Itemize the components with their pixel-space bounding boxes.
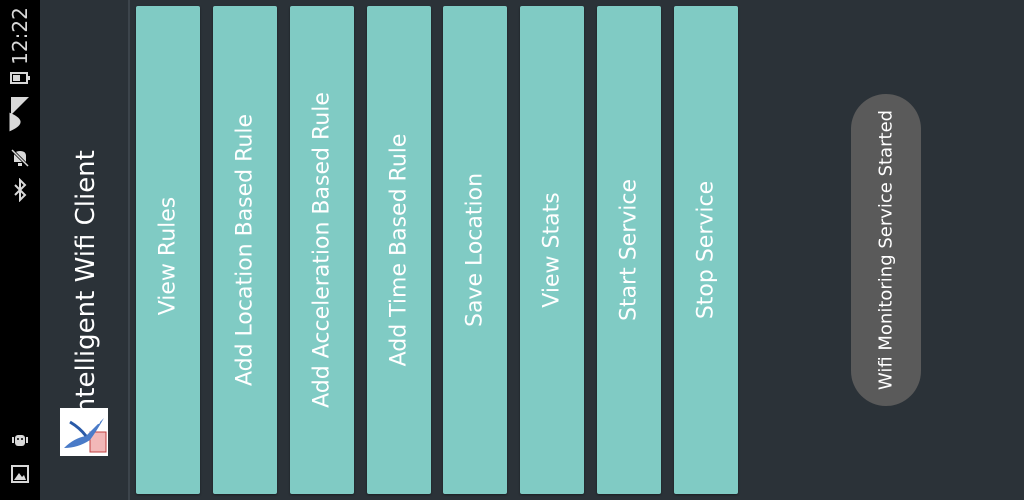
muted-alarm-icon [10,148,30,168]
bluetooth-icon [14,178,27,202]
status-time: 12:22 [8,7,32,65]
action-bar-divider [128,0,130,500]
add-acceleration-rule-label: Add Acceleration Based Rule [309,92,335,408]
stop-service-button[interactable]: Stop Service [674,6,738,494]
battery-icon [10,72,30,84]
start-service-label: Start Service [616,178,642,322]
gallery-icon [11,465,29,483]
toast-message: Wifi Monitoring Service Started [875,109,897,391]
app-title: Intelligent Wifi Client [71,150,101,422]
toast-notification: Wifi Monitoring Service Started [851,94,921,406]
wifi-icon [9,112,21,132]
debug-icon [12,435,28,446]
status-bar: 12:22 [0,0,40,500]
view-rules-label: View Rules [155,196,181,316]
add-location-rule-label: Add Location Based Rule [232,113,258,387]
app-logo-icon[interactable] [60,408,108,456]
add-time-rule-button[interactable]: Add Time Based Rule [367,6,431,494]
view-rules-button[interactable]: View Rules [136,6,200,494]
add-location-rule-button[interactable]: Add Location Based Rule [213,6,277,494]
save-location-label: Save Location [462,172,488,328]
start-service-button[interactable]: Start Service [597,6,661,494]
view-stats-button[interactable]: View Stats [520,6,584,494]
add-time-rule-label: Add Time Based Rule [386,133,412,367]
stop-service-label: Stop Service [693,180,719,320]
signal-icon [11,97,29,115]
save-location-button[interactable]: Save Location [443,6,507,494]
view-stats-label: View Stats [539,192,565,308]
add-acceleration-rule-button[interactable]: Add Acceleration Based Rule [290,6,354,494]
